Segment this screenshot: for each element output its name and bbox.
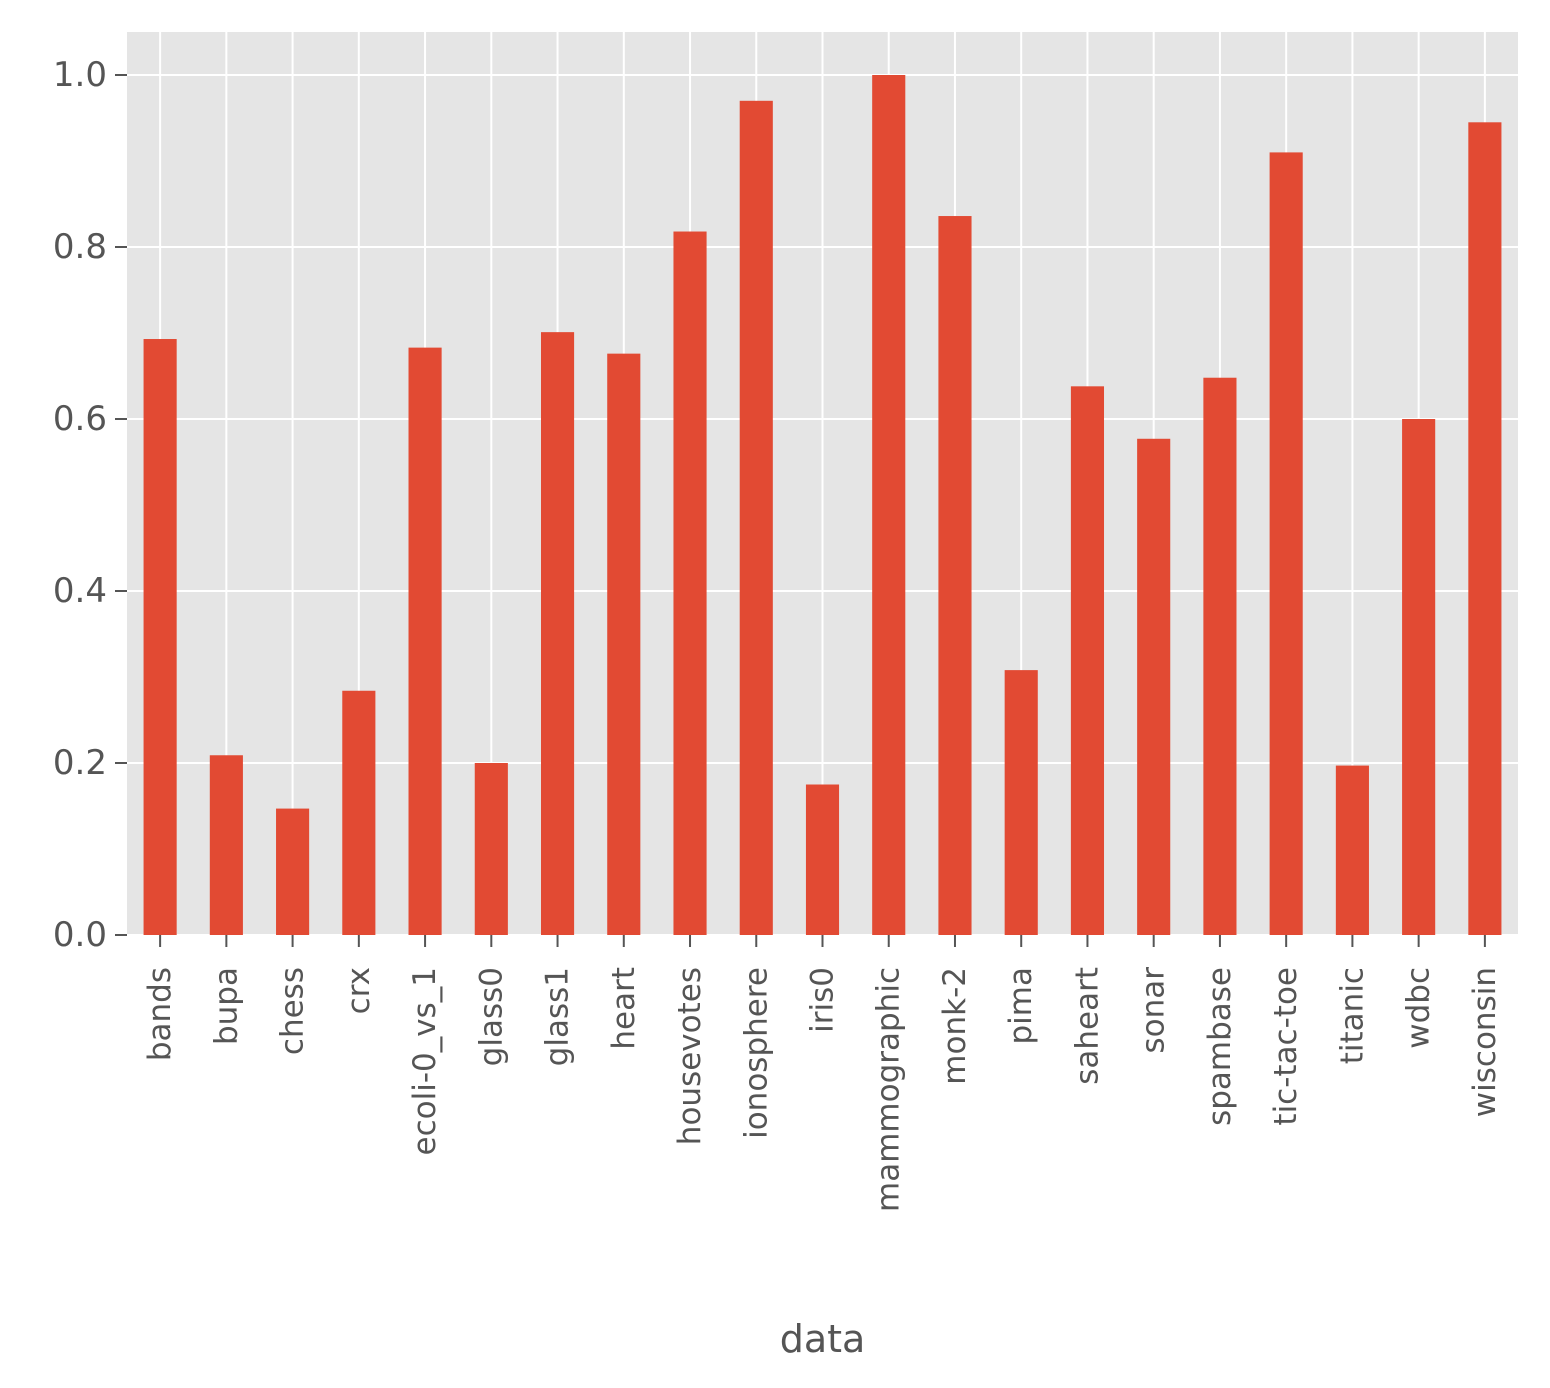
x-tick-label: wdbc <box>1401 967 1437 1049</box>
y-tick-label: 0.8 <box>53 227 107 267</box>
x-tick-label: heart <box>606 967 642 1050</box>
bar-sonar <box>1137 438 1171 935</box>
x-tick-label: saheart <box>1069 967 1105 1085</box>
bar-monk-2 <box>938 216 972 936</box>
bar-saheart <box>1070 386 1105 935</box>
y-tick-label: 0.0 <box>53 915 107 955</box>
x-tick-label: tic-tac-toe <box>1268 967 1304 1126</box>
bar-spambase <box>1203 377 1237 936</box>
bar-tic-tac-toe <box>1269 152 1303 935</box>
bar-bupa <box>209 755 243 935</box>
y-tick-label: 0.2 <box>53 743 107 783</box>
bar-ecoli-0_vs_1 <box>408 347 442 935</box>
y-tick-label: 0.6 <box>53 399 107 439</box>
bar-glass0 <box>474 763 508 935</box>
y-tick-label: 1.0 <box>53 55 107 95</box>
bar-bands <box>143 339 177 935</box>
x-tick-label: sonar <box>1136 967 1172 1054</box>
bar-mammographic <box>872 75 906 935</box>
bar-glass1 <box>540 332 575 935</box>
x-tick-label: spambase <box>1202 967 1238 1126</box>
x-axis-label: data <box>780 1317 866 1361</box>
y-axis: 0.0 0.2 0.4 0.6 0.8 1.0 <box>53 55 127 955</box>
x-tick-label: ionosphere <box>738 967 774 1139</box>
bar-chess <box>276 808 310 935</box>
y-tick-label: 0.4 <box>53 571 107 611</box>
x-tick-label: titanic <box>1334 967 1370 1064</box>
bar-heart <box>607 353 641 935</box>
bar-ionosphere <box>739 100 773 936</box>
bar-crx <box>342 690 376 935</box>
x-tick-label: chess <box>275 967 311 1055</box>
bar-housevotes <box>673 231 707 935</box>
x-tick-label: pima <box>1003 967 1039 1044</box>
x-axis: bands bupa chess crx ecoli-0_vs_1 glass0 glass… <box>142 935 1503 1212</box>
x-tick-label: monk-2 <box>937 967 973 1085</box>
x-tick-label: ecoli-0_vs_1 <box>407 967 443 1155</box>
x-tick-label: mammographic <box>871 967 907 1212</box>
bar-titanic <box>1335 765 1369 935</box>
x-tick-label: housevotes <box>672 967 708 1145</box>
x-tick-label: glass1 <box>540 967 576 1066</box>
x-tick-label: bands <box>142 967 178 1061</box>
x-tick-label: glass0 <box>473 967 509 1066</box>
x-tick-label: iris0 <box>805 967 841 1033</box>
bar-pima <box>1004 670 1038 935</box>
x-tick-label: wisconsin <box>1467 967 1503 1117</box>
bar-wdbc <box>1402 419 1436 935</box>
bar-iris0 <box>805 784 840 935</box>
bars <box>143 75 1502 936</box>
bar-wisconsin <box>1468 122 1502 936</box>
x-tick-label: crx <box>341 967 377 1014</box>
x-tick-label: bupa <box>208 967 244 1045</box>
